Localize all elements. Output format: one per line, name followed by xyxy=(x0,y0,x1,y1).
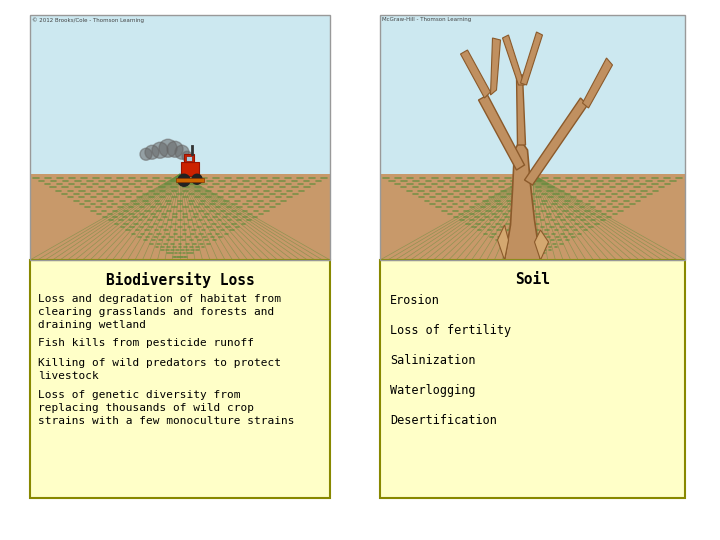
Circle shape xyxy=(175,145,189,159)
Text: Waterlogging: Waterlogging xyxy=(390,384,475,397)
Polygon shape xyxy=(490,38,500,95)
Polygon shape xyxy=(516,75,526,145)
Bar xyxy=(380,15,685,174)
Circle shape xyxy=(178,174,190,186)
Text: Biodiversity Loss: Biodiversity Loss xyxy=(106,272,254,288)
Text: Soil: Soil xyxy=(515,272,550,287)
Polygon shape xyxy=(524,98,588,185)
Polygon shape xyxy=(505,140,541,260)
Bar xyxy=(181,162,199,176)
Circle shape xyxy=(145,145,159,159)
Text: Loss of genetic diversity from
replacing thousands of wild crop
strains with a f: Loss of genetic diversity from replacing… xyxy=(38,390,294,427)
Polygon shape xyxy=(534,230,549,260)
Circle shape xyxy=(152,142,168,158)
Text: Salinization: Salinization xyxy=(390,354,475,367)
Text: Loss of fertility: Loss of fertility xyxy=(390,324,511,337)
Polygon shape xyxy=(521,32,542,85)
Bar xyxy=(30,260,330,498)
Text: Erosion: Erosion xyxy=(390,294,440,307)
Circle shape xyxy=(182,151,192,161)
Polygon shape xyxy=(503,35,524,85)
Text: Loss and degradation of habitat from
clearing grasslands and forests and
drainin: Loss and degradation of habitat from cle… xyxy=(38,294,281,330)
Circle shape xyxy=(159,139,177,157)
Polygon shape xyxy=(582,58,613,108)
Circle shape xyxy=(140,148,152,160)
Bar xyxy=(380,260,685,498)
Circle shape xyxy=(167,141,183,157)
Text: Desertification: Desertification xyxy=(390,414,497,427)
Bar xyxy=(176,178,204,183)
Bar xyxy=(380,15,685,260)
Polygon shape xyxy=(479,95,524,170)
Circle shape xyxy=(192,174,202,184)
Bar xyxy=(30,15,330,174)
Polygon shape xyxy=(498,225,508,260)
Bar xyxy=(186,156,192,161)
Text: © 2012 Brooks/Cole - Thomson Learning: © 2012 Brooks/Cole - Thomson Learning xyxy=(32,17,144,23)
Text: Fish kills from pesticide runoff: Fish kills from pesticide runoff xyxy=(38,338,254,348)
Polygon shape xyxy=(461,50,490,98)
Bar xyxy=(380,174,685,260)
Bar xyxy=(30,174,330,260)
Bar xyxy=(30,15,330,260)
Text: Killing of wild predators to protect
livestock: Killing of wild predators to protect liv… xyxy=(38,358,281,381)
Bar xyxy=(184,154,194,162)
Text: McGraw-Hill - Thomson Learning: McGraw-Hill - Thomson Learning xyxy=(382,17,472,22)
